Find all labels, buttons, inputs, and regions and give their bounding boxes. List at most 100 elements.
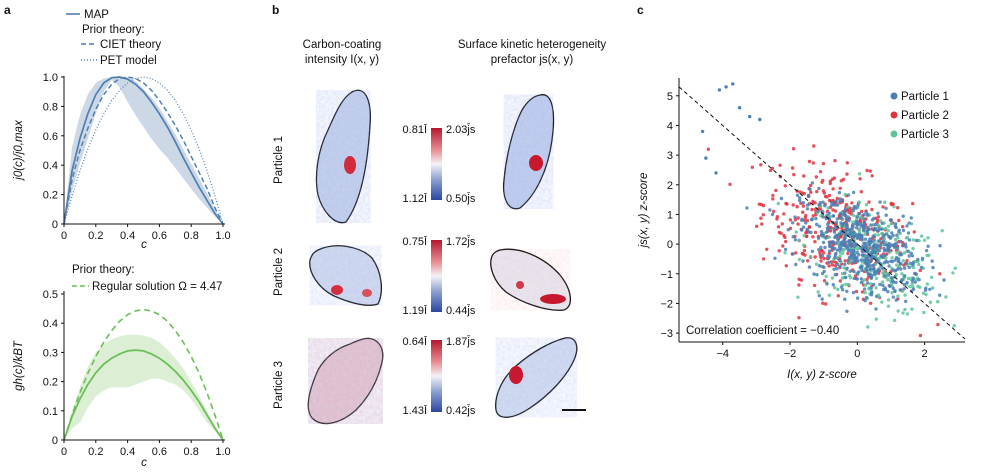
scatter-point-particle-3 (864, 203, 869, 207)
scatter-point-particle-1 (804, 221, 808, 225)
scatter-point-particle-1 (795, 193, 800, 197)
scatter-point-particle-1 (846, 193, 851, 197)
scatter-point-particle-1 (817, 264, 822, 268)
scatter-point-particle-2 (830, 263, 835, 267)
scatter-point-particle-1 (843, 297, 847, 301)
scatter-point-particle-3 (903, 307, 907, 312)
scatter-point-particle-1 (894, 280, 898, 285)
scatter-point-particle-1 (898, 262, 903, 266)
scatter-point-particle-2 (889, 201, 893, 206)
scatter-point-particle-1 (902, 282, 906, 287)
scatter-point-particle-1 (930, 259, 934, 263)
scatter-point-particle-1 (836, 262, 840, 266)
scatter-point-particle-3 (859, 215, 863, 219)
scatter-point-particle-1 (823, 245, 827, 250)
scatter-point-particle-2 (783, 184, 787, 188)
scatter-point-particle-3 (802, 243, 806, 247)
scatter-point-particle-3 (896, 294, 900, 298)
scatter-point-particle-2 (813, 255, 817, 259)
scatter-point-particle-2 (811, 214, 815, 218)
scatter-point-particle-3 (841, 251, 845, 256)
legend-dot-particle-2 (890, 111, 898, 119)
scatter-point-particle-2 (785, 202, 789, 206)
scatter-point-particle-3 (797, 257, 802, 262)
scatter-point-particle-1 (916, 257, 920, 262)
scatter-point-particle-3 (901, 311, 905, 315)
scatter-point-particle-1 (917, 278, 921, 282)
scatter-point-particle-1 (819, 245, 823, 250)
scatter-point-particle-1 (884, 213, 888, 217)
scatter-point-outlier (748, 114, 752, 119)
scatter-point-particle-1 (868, 264, 872, 268)
scatter-point-particle-3 (880, 300, 884, 304)
scatter-point-particle-1 (855, 257, 859, 262)
scatter-point-particle-1 (901, 214, 905, 218)
scatter-point-particle-2 (819, 259, 823, 263)
scatter-point-particle-3 (808, 254, 813, 259)
particle-1-js-texture (503, 94, 554, 209)
y-axis-label-2: gh(c)/kBT (13, 340, 25, 391)
scatter-point-particle-1 (831, 283, 835, 287)
scatter-point-particle-1 (900, 278, 904, 282)
scatter-point-particle-1 (891, 295, 895, 299)
particle-2-intensity-hotspot (331, 285, 343, 295)
c-y-axis-label: js(x, y) z-score (638, 173, 650, 250)
scatter-point-particle-2 (807, 159, 812, 164)
c-ytick-label-5: 2 (667, 180, 673, 192)
scatter-point-particle-1 (859, 258, 863, 262)
scatter-point-particle-1 (850, 234, 855, 239)
scatter-point-particle-1 (841, 239, 845, 243)
scatter-point-particle-1 (849, 242, 853, 246)
scatter-point-particle-1 (902, 274, 907, 278)
scatter-point-particle-1 (872, 282, 876, 287)
c-xtick-label-1: −2 (784, 348, 797, 360)
cbar2-j-bot: 0.44j̄s (446, 304, 476, 317)
scatter-point-particle-3 (827, 235, 831, 239)
scatter-point-particle-1 (810, 249, 815, 253)
scatter-point-particle-3 (883, 226, 888, 231)
scatter-point-particle-1 (849, 230, 854, 235)
scatter-point-particle-2 (854, 289, 859, 294)
scatter-point-particle-1 (826, 228, 830, 232)
scatter-point-particle-1 (832, 230, 837, 234)
scatter-point-particle-2 (845, 161, 849, 165)
scatter-point-particle-1 (820, 253, 824, 258)
scatter-point-particle-2 (905, 259, 909, 263)
scatter-point-particle-1 (877, 227, 881, 231)
correlation-annotation: Correlation coefficient = −0.40 (686, 325, 839, 337)
scatter-point-particle-1 (887, 273, 891, 277)
scatter-point-particle-1 (869, 293, 874, 297)
scatter-point-particle-1 (822, 265, 826, 269)
scatter-point-particle-1 (878, 261, 882, 265)
scatter-point-particle-3 (796, 295, 800, 299)
scatter-point-particle-1 (801, 201, 805, 205)
col1-title-line2: intensity I(x, y) (305, 54, 379, 66)
scatter-point-particle-2 (822, 279, 827, 283)
scatter-point-particle-1 (770, 212, 775, 217)
scatter-point-particle-1 (880, 227, 884, 231)
scatter-point-outlier (717, 88, 722, 92)
scatter-point-particle-1 (878, 282, 882, 287)
scatter-point-particle-1 (868, 259, 873, 264)
scatter-point-particle-1 (800, 228, 804, 232)
x-axis-label: c (141, 239, 147, 251)
scatter-point-particle-2 (802, 174, 806, 178)
a1-ytick-label-1: 0.2 (43, 190, 58, 202)
scatter-point-particle-3 (842, 266, 846, 270)
particle-3-js-hotspot (509, 366, 523, 384)
legend-regular-label: Regular solution Ω = 4.47 (92, 281, 222, 293)
scatter-point-particle-1 (814, 216, 818, 221)
scatter-point-particle-2 (825, 195, 829, 199)
scatter-point-particle-2 (782, 233, 786, 238)
scatter-point-particle-2 (864, 217, 868, 221)
scatter-point-particle-1 (851, 248, 855, 253)
scatter-point-particle-1 (862, 213, 866, 217)
legend-dot-particle-1 (890, 92, 898, 100)
scatter-point-particle-1 (891, 286, 895, 291)
scatter-points (700, 82, 957, 338)
scatter-point-particle-1 (896, 267, 900, 271)
scatter-point-particle-1 (852, 255, 856, 260)
scatter-point-particle-1 (823, 204, 827, 208)
scatter-point-particle-3 (874, 276, 879, 281)
